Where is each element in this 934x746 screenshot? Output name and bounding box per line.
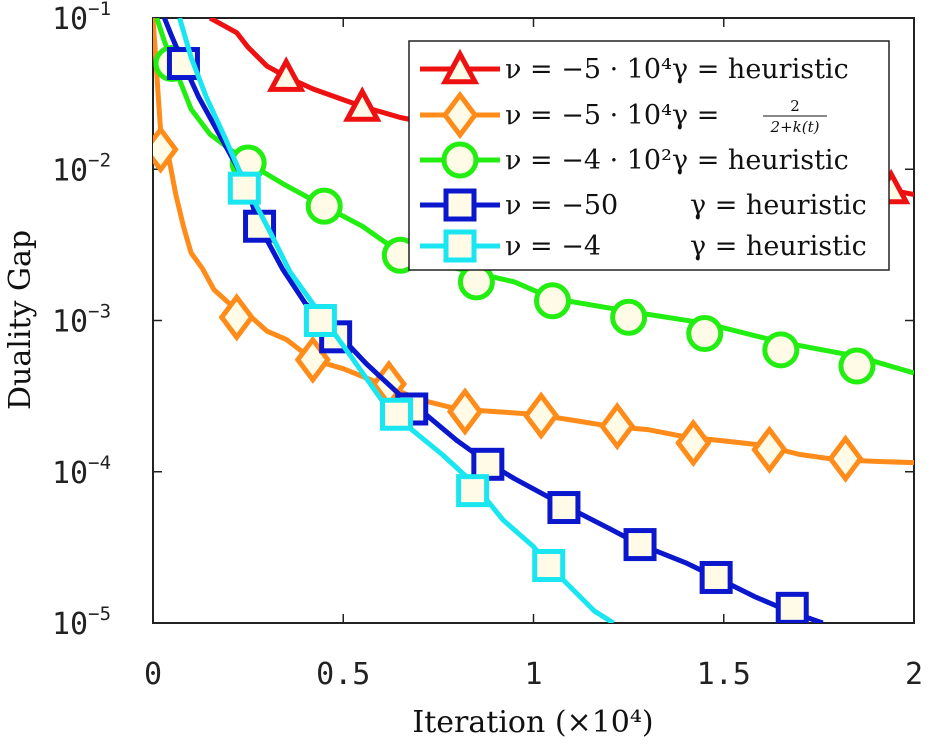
y-tick-label: 10−5 [52,603,111,642]
series-marker-s2 [675,418,712,468]
series-marker-s2 [751,425,788,474]
legend-nu-label: ν = −5 · 10⁴ [505,54,672,85]
series-marker-s3 [838,347,876,385]
series-marker-s4 [547,491,581,525]
series-marker-s2 [522,391,560,440]
legend-entry-s3: ν = −4 · 10² γ = heuristic [420,141,849,179]
y-tick-exponent: −4 [88,452,111,474]
legend-marker [443,229,477,263]
series-marker-s2 [599,402,636,451]
x-tick-labels: 0 0.5 1 1.5 2 [144,657,923,692]
x-tick-label: 1.5 [697,657,751,692]
legend-box [408,40,890,271]
series-marker-s3 [305,187,343,225]
legend-marker [441,141,479,179]
series-marker-s4 [775,591,809,623]
y-tick-label: 10−1 [52,0,111,37]
x-tick-label: 0 [144,657,162,692]
x-tick-label: 1 [524,657,542,692]
series-marker-s4 [699,560,733,594]
legend-gamma-label: γ = heuristic [690,190,867,221]
series-marker-s5 [456,474,490,508]
series-marker-s3 [762,331,800,369]
series-marker-s4 [471,447,505,481]
legend-nu-label: ν = −5 · 10⁴ [505,100,672,131]
legend-frac-denominator: 2+k(t) [770,118,820,136]
legend-gamma-label: γ = heuristic [672,54,849,85]
legend-nu-label: ν = −4 [505,231,601,262]
legend-entry-s2: ν = −5 · 10⁴ γ = 2 2+k(t) [420,90,827,140]
series-marker-s5 [532,548,566,582]
legend-gamma-prefix: γ = [672,100,719,131]
series-marker-s5 [380,397,414,431]
y-tick-exponent: −1 [88,0,111,20]
y-tick-exponent: −2 [88,149,111,171]
y-tick-base: 10 [52,153,88,188]
series-marker-s3 [534,282,572,320]
x-axis-title: Iteration (×10⁴) [412,705,653,740]
legend-frac-numerator: 2 [790,97,800,115]
series-marker-s4 [623,528,657,562]
legend-nu-label: ν = −50 [505,190,618,221]
series-marker-s2 [446,387,484,436]
series-marker-s1 [266,56,306,92]
series-marker-s3 [610,298,648,336]
y-tick-exponent: −3 [88,301,111,323]
series-marker-s5 [303,304,337,337]
y-tick-label: 10−4 [52,452,111,491]
y-tick-base: 10 [52,607,88,642]
legend-gamma-label: γ = heuristic [672,145,849,176]
series-marker-s2 [218,293,255,342]
series-marker-s2 [153,125,179,174]
legend-entry-s1: ν = −5 · 10⁴ γ = heuristic [420,48,849,85]
x-tick-label: 2 [905,657,923,692]
legend-marker [443,188,477,222]
tick-marks [152,17,915,624]
y-tick-exponent: −5 [88,603,111,625]
y-tick-base: 10 [52,305,88,340]
y-tick-labels: 10−510−410−310−210−1 [52,0,111,642]
series-marker-s2 [827,434,864,483]
legend-nu-label: ν = −4 · 10² [505,145,672,176]
legend-entry-s4: ν = −50 γ = heuristic [420,188,867,222]
legend-marker [441,90,479,140]
series-marker-s5 [227,171,261,205]
y-axis-title: Duality Gap [3,230,38,410]
y-tick-label: 10−2 [52,149,111,188]
series-marker-s1 [343,86,382,122]
y-tick-base: 10 [52,2,88,37]
x-tick-label: 0.5 [316,657,370,692]
y-tick-label: 10−3 [52,301,111,340]
legend-marker [440,48,480,85]
legend-gamma-label: γ = heuristic [690,231,867,262]
series-marker-s3 [686,315,724,353]
series-s5 [177,18,615,623]
y-tick-base: 10 [52,456,88,491]
legend-entry-s5: ν = −4 γ = heuristic [420,229,867,263]
